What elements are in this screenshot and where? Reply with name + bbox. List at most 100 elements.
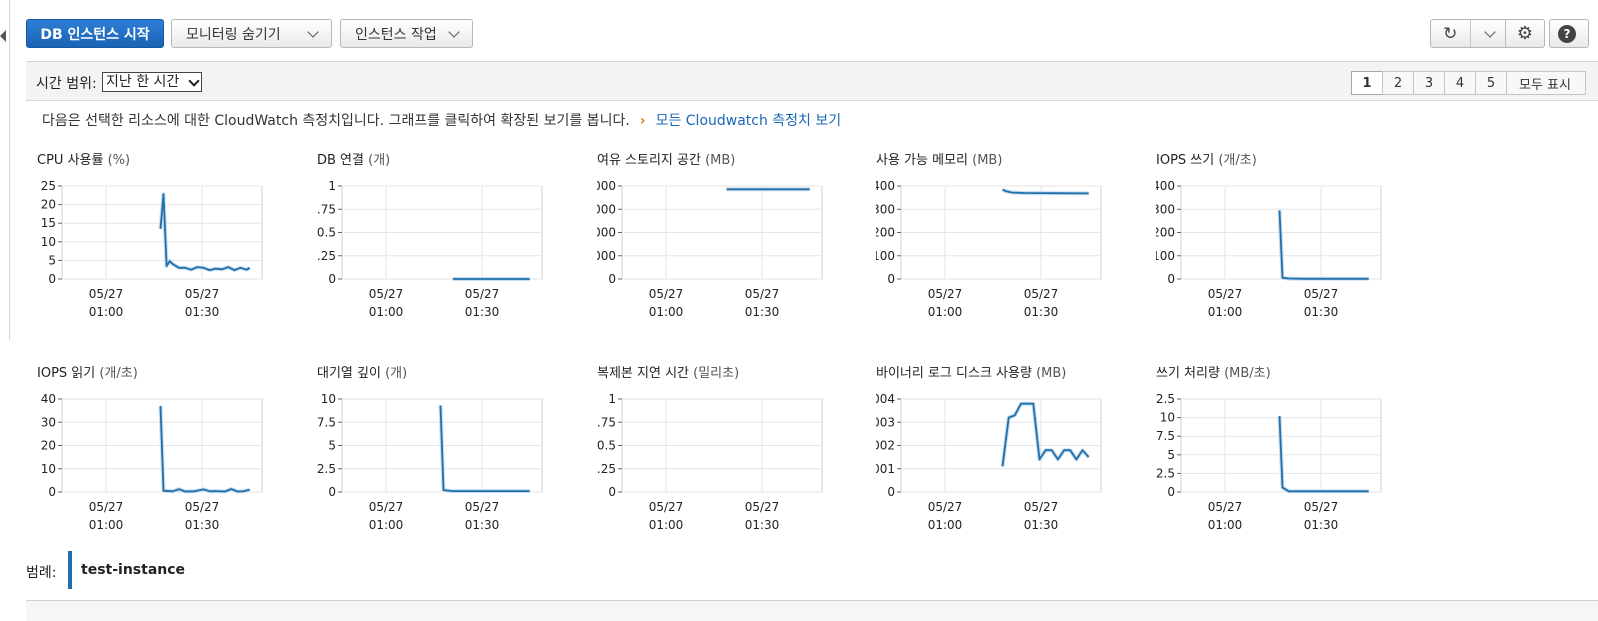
y-tick-label: 2.5	[1156, 466, 1175, 480]
y-tick-label: 400	[1156, 179, 1175, 193]
chart-free-storage[interactable]: 여유 스토리지 공간 (MB) 20,000 15,000 10,000 5,000 0 0…	[597, 149, 867, 349]
y-tick-label: 300	[876, 202, 895, 216]
y-tick-label: 0	[887, 272, 895, 286]
chevron-down-icon	[188, 75, 200, 87]
x-tick-label-time: 01:00	[369, 305, 404, 319]
legend-swatch	[68, 551, 72, 589]
chart-db-connections[interactable]: DB 연결 (개) 1 0.75 0.5 0.25 0 05/27 01:00 05/27 01:…	[317, 149, 587, 349]
chart-plot: 1 0.75 0.5 0.25 0 05/27 01:00 05/27 01:30	[597, 392, 823, 532]
y-tick-label: 0	[1167, 272, 1175, 286]
chart-replica-lag[interactable]: 복제본 지연 시간 (밀리초) 1 0.75 0.5 0.25 0 05/27 01:00 05…	[597, 362, 867, 562]
x-tick-label-time: 01:00	[649, 305, 684, 319]
y-tick-label: 0	[328, 485, 336, 499]
settings-button[interactable]: ⚙	[1505, 19, 1545, 48]
chart-plot: 400 300 200 100 0 05/27 01:00 05/27 01:30	[1156, 179, 1382, 319]
page-1-button[interactable]: 1	[1351, 71, 1383, 95]
x-tick-label-date: 05/27	[369, 500, 404, 514]
chart-title: 복제본 지연 시간 (밀리초)	[597, 362, 739, 381]
x-tick-label-time: 01:00	[89, 518, 124, 532]
y-tick-label: 10	[1160, 411, 1175, 425]
y-tick-label: 20	[41, 198, 56, 212]
hide-monitoring-button[interactable]: 모니터링 숨기기	[171, 19, 332, 48]
y-tick-label: 30	[41, 415, 56, 429]
refresh-button[interactable]: ↻	[1431, 20, 1470, 47]
page-5-button[interactable]: 5	[1475, 71, 1507, 95]
chart-plot: 25 20 15 10 5 0 05/27 01:00 05/27 01:30	[41, 179, 263, 319]
y-tick-label: 0.003	[876, 415, 895, 429]
x-tick-label-date: 05/27	[745, 287, 780, 301]
x-tick-label-time: 01:30	[1024, 518, 1059, 532]
chevron-down-icon	[1484, 25, 1496, 38]
x-tick-label-date: 05/27	[89, 287, 124, 301]
chart-unit-text: (MB)	[972, 153, 1003, 168]
y-tick-label: 20	[41, 439, 56, 453]
x-tick-label-time: 01:00	[1208, 305, 1243, 319]
chart-title-text: 사용 가능 메모리	[876, 153, 973, 168]
chart-plot: 0.004 0.003 0.002 0.001 0 05/27 01:00 05/27 01:3…	[876, 392, 1102, 532]
left-sidebar-rail	[0, 0, 10, 340]
y-tick-label: 5	[48, 253, 56, 267]
chart-title-text: 여유 스토리지 공간	[597, 153, 706, 168]
chart-title-text: 대기열 깊이	[317, 366, 386, 381]
chart-plot: 1 0.75 0.5 0.25 0 05/27 01:00 05/27 01:30	[317, 179, 543, 319]
y-tick-label: 0	[608, 272, 616, 286]
y-tick-label: 10	[321, 392, 336, 406]
page-4-button[interactable]: 4	[1444, 71, 1476, 95]
x-tick-label-date: 05/27	[1304, 500, 1339, 514]
y-tick-label: 0.25	[597, 462, 616, 476]
collapse-sidebar-icon[interactable]	[0, 30, 6, 42]
page-2-button[interactable]: 2	[1382, 71, 1414, 95]
start-db-instance-label: DB 인스턴스 시작	[40, 26, 150, 43]
page-3-button[interactable]: 3	[1413, 71, 1445, 95]
time-range-bar: 시간 범위: 지난 한 시간 1 2 3 4 5 모두 표시	[26, 61, 1598, 101]
chevron-right-icon: ›	[639, 113, 646, 129]
y-tick-label: 0.5	[317, 226, 336, 240]
y-tick-label: 200	[876, 226, 895, 240]
chart-write-iops[interactable]: IOPS 쓰기 (개/초) 400 300 200 100 0 05/27 01:00 05/2…	[1156, 149, 1426, 349]
refresh-button-group: ↻	[1430, 19, 1510, 48]
chart-title-text: 복제본 지연 시간	[597, 366, 694, 381]
x-tick-label-date: 05/27	[185, 500, 220, 514]
chart-read-iops[interactable]: IOPS 읽기 (개/초) 40 30 20 10 0 05/27 01:00 05/27 01:…	[37, 362, 307, 562]
y-tick-label: 0.75	[317, 202, 336, 216]
refresh-options-button[interactable]	[1469, 20, 1510, 47]
y-tick-label: 5,000	[597, 249, 616, 263]
chart-unit-text: (MB)	[1036, 366, 1067, 381]
help-button[interactable]: ?	[1549, 19, 1589, 48]
chart-title: CPU 사용률 (%)	[37, 149, 130, 168]
y-tick-label: 10,000	[597, 226, 616, 240]
series-line	[159, 405, 250, 493]
x-tick-label-time: 01:30	[185, 305, 220, 319]
x-tick-label-date: 05/27	[1304, 287, 1339, 301]
time-range-selected-value: 지난 한 시간	[106, 74, 180, 90]
legend-label: 범례:	[26, 565, 57, 581]
chart-title-text: DB 연결	[317, 153, 369, 168]
x-tick-label-date: 05/27	[928, 287, 963, 301]
view-all-cloudwatch-metrics-link[interactable]: 모든 Cloudwatch 측정치 보기	[655, 113, 842, 129]
x-tick-label-time: 01:00	[928, 305, 963, 319]
chart-write-throughput[interactable]: 쓰기 처리량 (MB/초) 12.5 10 7.5 5 2.5 0 05/27 01:00 05/…	[1156, 362, 1426, 562]
y-tick-label: 15	[41, 216, 56, 230]
series-line	[159, 193, 251, 271]
y-tick-label: 10	[41, 235, 56, 249]
x-tick-label-date: 05/27	[89, 500, 124, 514]
chevron-down-icon	[307, 25, 319, 38]
chart-freeable-memory[interactable]: 사용 가능 메모리 (MB) 400 300 200 100 0 05/27 01:00 05/…	[876, 149, 1146, 349]
x-tick-label-time: 01:30	[1304, 518, 1339, 532]
chart-queue-depth[interactable]: 대기열 깊이 (개) 10 7.5 5 2.5 0 05/27 01:00 05/27 01:30	[317, 362, 587, 562]
chart-cpu-utilization[interactable]: CPU 사용률 (%) 25 20 15 10 5 0 05/27 01:00 05/27 01:3…	[37, 149, 307, 349]
chart-binlog-disk-usage[interactable]: 바이너리 로그 디스크 사용량 (MB) 0.004 0.003 0.002 0.001…	[876, 362, 1146, 562]
chart-plot: 20,000 15,000 10,000 5,000 0 05/27 01:00 05/27 0…	[597, 179, 823, 319]
x-tick-label-date: 05/27	[928, 500, 963, 514]
show-all-button[interactable]: 모두 표시	[1506, 71, 1586, 95]
chart-title: IOPS 읽기 (개/초)	[37, 362, 138, 381]
y-tick-label: 0	[48, 272, 56, 286]
x-tick-label-time: 01:00	[649, 518, 684, 532]
time-range-select[interactable]: 지난 한 시간	[102, 72, 202, 92]
y-tick-label: 200	[1156, 226, 1175, 240]
instance-actions-button[interactable]: 인스턴스 작업	[340, 19, 473, 48]
refresh-icon: ↻	[1443, 23, 1458, 44]
start-db-instance-button[interactable]: DB 인스턴스 시작	[26, 19, 164, 48]
chart-title: 사용 가능 메모리 (MB)	[876, 149, 1002, 168]
x-tick-label-date: 05/27	[649, 287, 684, 301]
